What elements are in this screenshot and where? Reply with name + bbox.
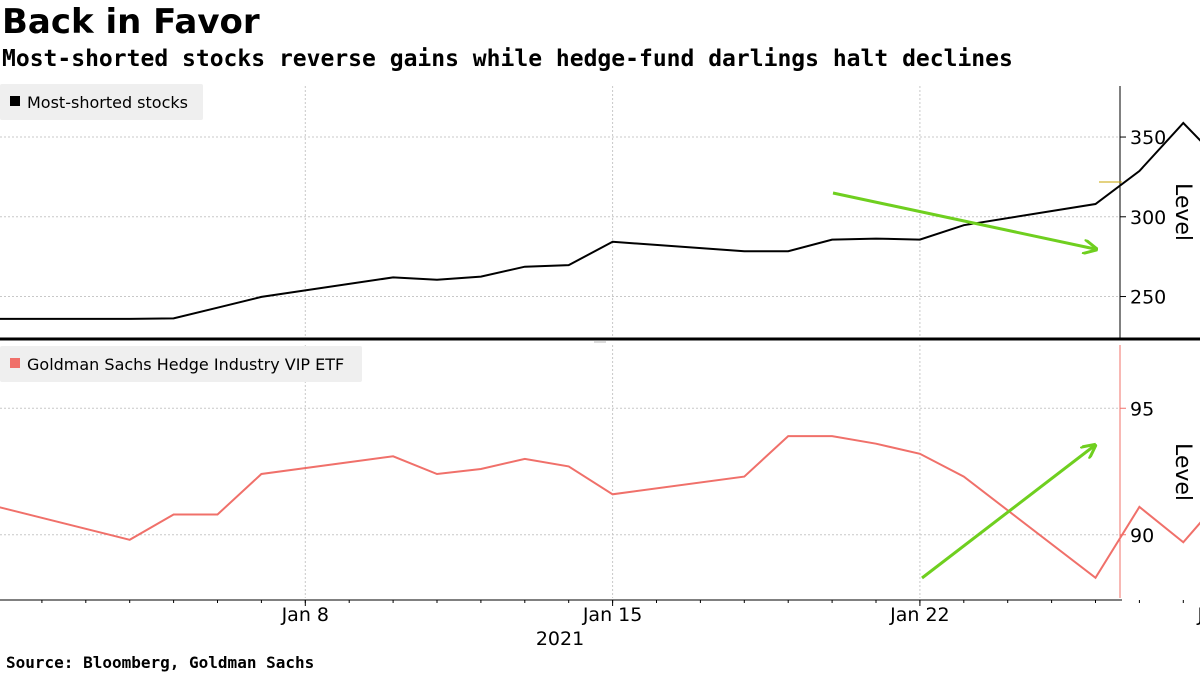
- x-tick-label: Jan 8: [281, 604, 329, 626]
- bottom-panel: 90 95 Level Goldman Sachs Hedge Industry …: [0, 345, 1200, 598]
- bottom-y-axis-title: Level: [1170, 443, 1195, 501]
- top-legend-label: Most-shorted stocks: [27, 93, 188, 112]
- x-ticks: Jan 8 Jan 15 Jan 22 Jan 29: [41, 600, 1200, 626]
- x-tick-label: Jan 29: [1196, 604, 1200, 626]
- source-note: Source: Bloomberg, Goldman Sachs: [6, 653, 315, 672]
- hedge-vip-etf-series: [0, 435, 1200, 580]
- down-trend-arrow: [832, 191, 1095, 249]
- up-trend-arrow: [921, 446, 1094, 580]
- top-y-axis-title: Level: [1170, 183, 1195, 241]
- y-tick-label: 300: [1130, 207, 1166, 229]
- top-y-ticks: 250 300 350: [1120, 127, 1166, 309]
- bottom-legend-swatch: [10, 358, 20, 368]
- chart-title: Back in Favor: [2, 2, 260, 42]
- bottom-gridlines: [0, 345, 1120, 598]
- x-tick-label: Jan 15: [582, 604, 643, 626]
- bottom-legend-label: Goldman Sachs Hedge Industry VIP ETF: [27, 355, 344, 374]
- top-legend-swatch: [10, 96, 20, 106]
- y-tick-label: 350: [1130, 127, 1166, 149]
- top-gridlines: [0, 86, 1120, 338]
- bottom-y-ticks: 90 95: [1120, 398, 1154, 547]
- x-tick-label: Jan 22: [889, 604, 950, 626]
- series-line: [0, 435, 1200, 580]
- y-tick-label: 250: [1130, 287, 1166, 309]
- series-line: [0, 121, 1200, 320]
- y-tick-label: 95: [1130, 398, 1154, 420]
- top-legend: [0, 84, 203, 120]
- bottom-legend: [0, 346, 362, 382]
- top-panel: 250 300 350 Level Most-shorted stocks: [0, 84, 1200, 338]
- most-shorted-stocks-series: [0, 121, 1200, 320]
- chart-subtitle: Most-shorted stocks reverse gains while …: [2, 46, 1013, 72]
- y-tick-label: 90: [1130, 525, 1154, 547]
- x-axis-year-label: 2021: [536, 628, 584, 650]
